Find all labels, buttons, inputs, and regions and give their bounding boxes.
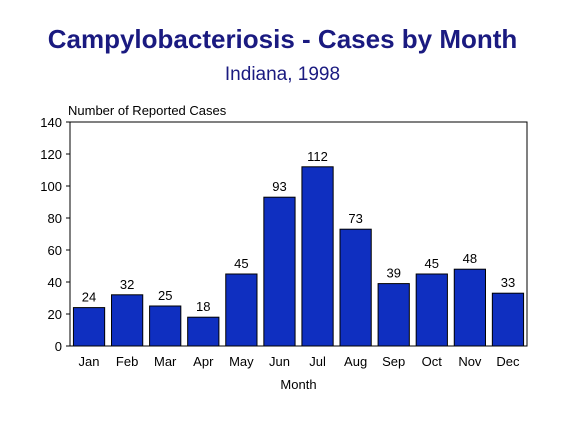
data-label: 112	[307, 149, 328, 164]
x-tick-label: Apr	[193, 354, 214, 369]
bars: 24 32 25 18 45 93 112 73 39 45 48 33	[72, 149, 525, 347]
bar-oct	[415, 273, 448, 347]
data-label: 25	[158, 288, 172, 303]
y-tick-label: 60	[48, 243, 62, 258]
plot-area	[69, 121, 528, 347]
x-tick-label: Feb	[116, 354, 138, 369]
x-tick-label: Jan	[79, 354, 100, 369]
data-label: 45	[234, 256, 248, 271]
data-label: 18	[196, 299, 210, 314]
data-label: 45	[425, 256, 439, 271]
x-tick-label: Oct	[422, 354, 443, 369]
bar-may	[225, 273, 258, 347]
y-tick-label: 40	[48, 275, 62, 290]
y-axis: 0 20 40 60 80 100 120 140	[40, 115, 70, 354]
bar-jul	[301, 166, 334, 347]
bar-mar	[149, 305, 182, 347]
x-tick-label: Dec	[496, 354, 520, 369]
x-axis: Jan Feb Mar Apr May Jun Jul Aug Sep Oct Nov Dec	[79, 354, 520, 369]
bar-feb	[111, 294, 144, 347]
data-label: 33	[501, 275, 515, 290]
bar-jan	[72, 307, 106, 347]
y-tick-label: 120	[40, 147, 62, 162]
bar-nov	[453, 268, 486, 347]
data-label: 24	[82, 290, 96, 305]
x-tick-label: Jul	[309, 354, 326, 369]
y-tick-label: 80	[48, 211, 62, 226]
chart-title: Campylobacteriosis - Cases by Month	[47, 24, 518, 54]
bar-apr	[187, 316, 220, 347]
x-tick-label: Nov	[458, 354, 482, 369]
data-label: 93	[272, 179, 286, 194]
data-label: 73	[348, 211, 362, 226]
y-tick-label: 20	[48, 307, 62, 322]
x-axis-label: Month	[280, 377, 316, 392]
x-tick-label: Aug	[344, 354, 367, 369]
y-tick-label: 0	[55, 339, 62, 354]
y-tick-label: 100	[40, 179, 62, 194]
y-axis-label: Number of Reported Cases	[68, 103, 227, 118]
bar-sep	[377, 283, 410, 347]
y-tick-label: 140	[40, 115, 62, 130]
data-label: 32	[120, 277, 134, 292]
x-tick-label: May	[229, 354, 254, 369]
x-tick-label: Mar	[154, 354, 177, 369]
bar-jun	[263, 196, 296, 347]
data-label: 48	[463, 251, 477, 266]
bar-aug	[339, 228, 372, 347]
x-tick-label: Sep	[382, 354, 405, 369]
x-tick-label: Jun	[269, 354, 290, 369]
chart-subtitle: Indiana, 1998	[224, 64, 341, 85]
data-label: 39	[386, 266, 400, 281]
bar-dec	[491, 292, 525, 347]
